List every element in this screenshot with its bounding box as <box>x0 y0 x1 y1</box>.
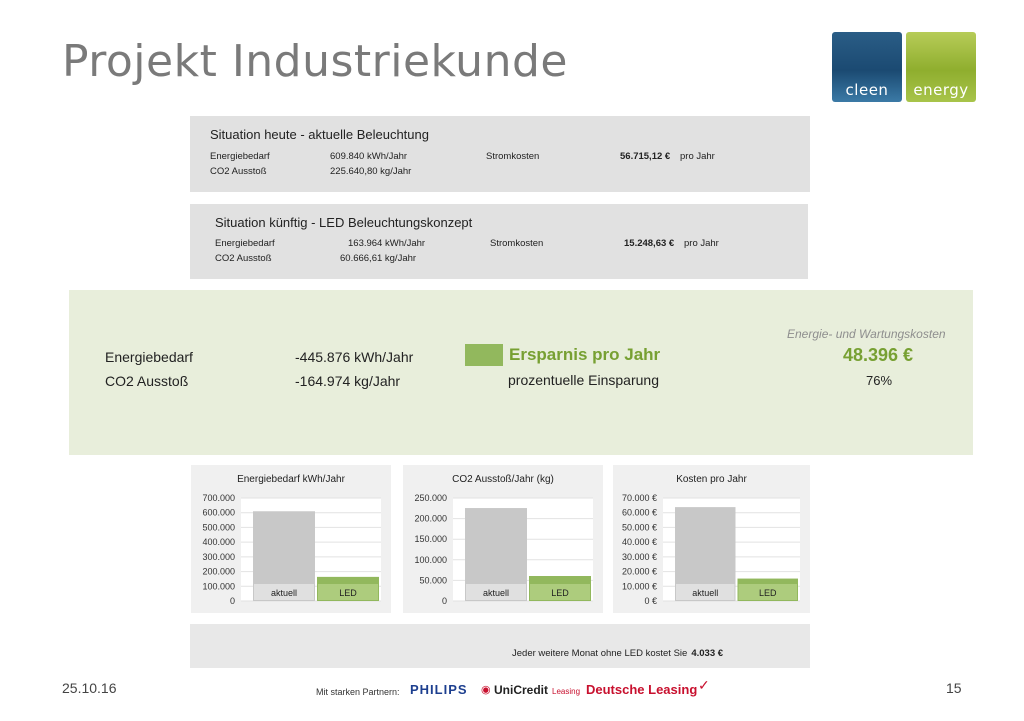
partner-philips-logo: PHILIPS <box>410 682 468 697</box>
monthly-cost-message: Jeder weitere Monat ohne LED kostet Sie 4… <box>512 648 723 659</box>
future-energie-label: Energiebedarf <box>215 238 275 249</box>
energiebedarf-tick-label: 100.000 <box>202 581 235 591</box>
current-situation-panel: Situation heute - aktuelle Beleuchtung E… <box>190 116 810 192</box>
current-energie-label: Energiebedarf <box>210 151 270 162</box>
co2-category-box <box>466 584 526 600</box>
partner-unicredit-sub: Leasing <box>552 687 581 696</box>
prozent-value: 76% <box>866 373 893 388</box>
current-heading: Situation heute - aktuelle Beleuchtung <box>210 127 429 142</box>
kosten-tick-label: 0 € <box>644 596 657 606</box>
kosten-tick-label: 40.000 € <box>622 537 657 547</box>
monthly-cost-value: 4.033 € <box>691 648 724 659</box>
kosten-value: 48.396 € <box>843 345 914 365</box>
co2-category-label: LED <box>551 588 569 598</box>
energiebedarf-category-box <box>254 584 314 600</box>
co2-chart-title: CO2 Ausstoß/Jahr (kg) <box>452 474 554 485</box>
co2-tick-label: 0 <box>442 596 447 606</box>
energiebedarf-category-label: aktuell <box>271 588 297 598</box>
energiebedarf-category-label: LED <box>339 588 357 598</box>
monthly-cost-bar: Jeder weitere Monat ohne LED kostet Sie 4… <box>190 624 810 668</box>
logo-tile-energy: energy <box>906 32 976 102</box>
deutsche-leasing-icon: ✓ <box>698 677 710 693</box>
unicredit-icon: ◉ <box>481 684 491 696</box>
page-number: 15 <box>946 680 962 696</box>
current-strom-value: 56.715,12 € <box>620 151 671 162</box>
logo-text-energy: energy <box>913 81 969 99</box>
page-title: Projekt Industriekunde <box>62 36 568 87</box>
ersparnis-swatch <box>465 344 503 366</box>
current-energie-value: 609.840 kWh/Jahr <box>330 151 408 162</box>
partner-deutsche-leasing-logo: Deutsche Leasing <box>586 682 698 697</box>
summary-energie-value: -445.876 kWh/Jahr <box>295 349 414 365</box>
chart-co2: CO2 Ausstoß/Jahr (kg) 0 50.000 100.000 150.0… <box>403 465 603 613</box>
company-logo: cleen energy <box>832 32 976 102</box>
kosten-header: Energie- und Wartungskosten <box>787 327 946 341</box>
kosten-category-box <box>676 584 735 600</box>
kosten-category-label: aktuell <box>692 588 718 598</box>
future-strom-label: Stromkosten <box>490 238 544 249</box>
energiebedarf-tick-label: 600.000 <box>202 508 235 518</box>
logo-text-cleen: cleen <box>845 81 889 99</box>
energiebedarf-tick-label: 200.000 <box>202 567 235 577</box>
energiebedarf-tick-label: 300.000 <box>202 552 235 562</box>
prozent-label: prozentuelle Einsparung <box>508 372 659 388</box>
kosten-tick-label: 30.000 € <box>622 552 657 562</box>
current-co2-value: 225.640,80 kg/Jahr <box>330 166 412 177</box>
future-situation-panel: Situation künftig - LED Beleuchtungskonz… <box>190 204 808 279</box>
future-co2-value: 60.666,61 kg/Jahr <box>340 253 417 264</box>
co2-category-label: aktuell <box>483 588 509 598</box>
energiebedarf-tick-label: 700.000 <box>202 493 235 503</box>
footer-date: 25.10.16 <box>62 680 117 696</box>
current-co2-label: CO2 Ausstoß <box>210 166 267 177</box>
energiebedarf-category-box <box>318 584 378 600</box>
chart-energiebedarf: Energiebedarf kWh/Jahr 0 100.000 200.000 300… <box>191 465 391 613</box>
kosten-tick-label: 70.000 € <box>622 493 657 503</box>
future-strom-value: 15.248,63 € <box>624 238 675 249</box>
kosten-category-box <box>738 584 797 600</box>
chart-co2-svg: CO2 Ausstoß/Jahr (kg) 0 50.000 100.000 150.0… <box>414 474 593 606</box>
co2-tick-label: 150.000 <box>414 534 447 544</box>
energiebedarf-tick-label: 400.000 <box>202 537 235 547</box>
current-strom-unit: pro Jahr <box>680 151 715 162</box>
future-strom-unit: pro Jahr <box>684 238 719 249</box>
chart-energiebedarf-svg: Energiebedarf kWh/Jahr 0 100.000 200.000 300… <box>202 474 381 606</box>
kosten-category-label: LED <box>759 588 777 598</box>
energiebedarf-tick-label: 0 <box>230 596 235 606</box>
kosten-chart-title: Kosten pro Jahr <box>676 474 747 485</box>
summary-energie-label: Energiebedarf <box>105 349 193 365</box>
chart-kosten-svg: Kosten pro Jahr 0 € 10.000 € 20.000 € 30.000… <box>622 474 800 606</box>
kosten-tick-label: 50.000 € <box>622 522 657 532</box>
logo-tile-cleen: cleen <box>832 32 902 102</box>
current-strom-label: Stromkosten <box>486 151 540 162</box>
chart-kosten: Kosten pro Jahr 0 € 10.000 € 20.000 € 30.000… <box>613 465 810 613</box>
ersparnis-label: Ersparnis pro Jahr <box>509 345 661 364</box>
co2-tick-label: 250.000 <box>414 493 447 503</box>
energiebedarf-chart-title: Energiebedarf kWh/Jahr <box>237 474 346 485</box>
partner-unicredit-logo: UniCredit <box>494 683 548 697</box>
co2-category-box <box>530 584 590 600</box>
future-co2-label: CO2 Ausstoß <box>215 253 272 264</box>
partners-label: Mit starken Partnern: <box>316 687 400 697</box>
summary-co2-value: -164.974 kg/Jahr <box>295 373 401 389</box>
future-energie-value: 163.964 kWh/Jahr <box>348 238 426 249</box>
energiebedarf-tick-label: 500.000 <box>202 522 235 532</box>
summary-co2-label: CO2 Ausstoß <box>105 373 189 389</box>
co2-tick-label: 50.000 <box>419 575 447 585</box>
kosten-tick-label: 60.000 € <box>622 508 657 518</box>
monthly-cost-text: Jeder weitere Monat ohne LED kostet Sie <box>512 648 688 659</box>
co2-tick-label: 100.000 <box>414 555 447 565</box>
kosten-tick-label: 10.000 € <box>622 581 657 591</box>
co2-tick-label: 200.000 <box>414 514 447 524</box>
kosten-tick-label: 20.000 € <box>622 567 657 577</box>
future-heading: Situation künftig - LED Beleuchtungskonz… <box>215 215 473 230</box>
savings-panel: Energie- und Wartungskosten Energiebedar… <box>69 290 973 455</box>
